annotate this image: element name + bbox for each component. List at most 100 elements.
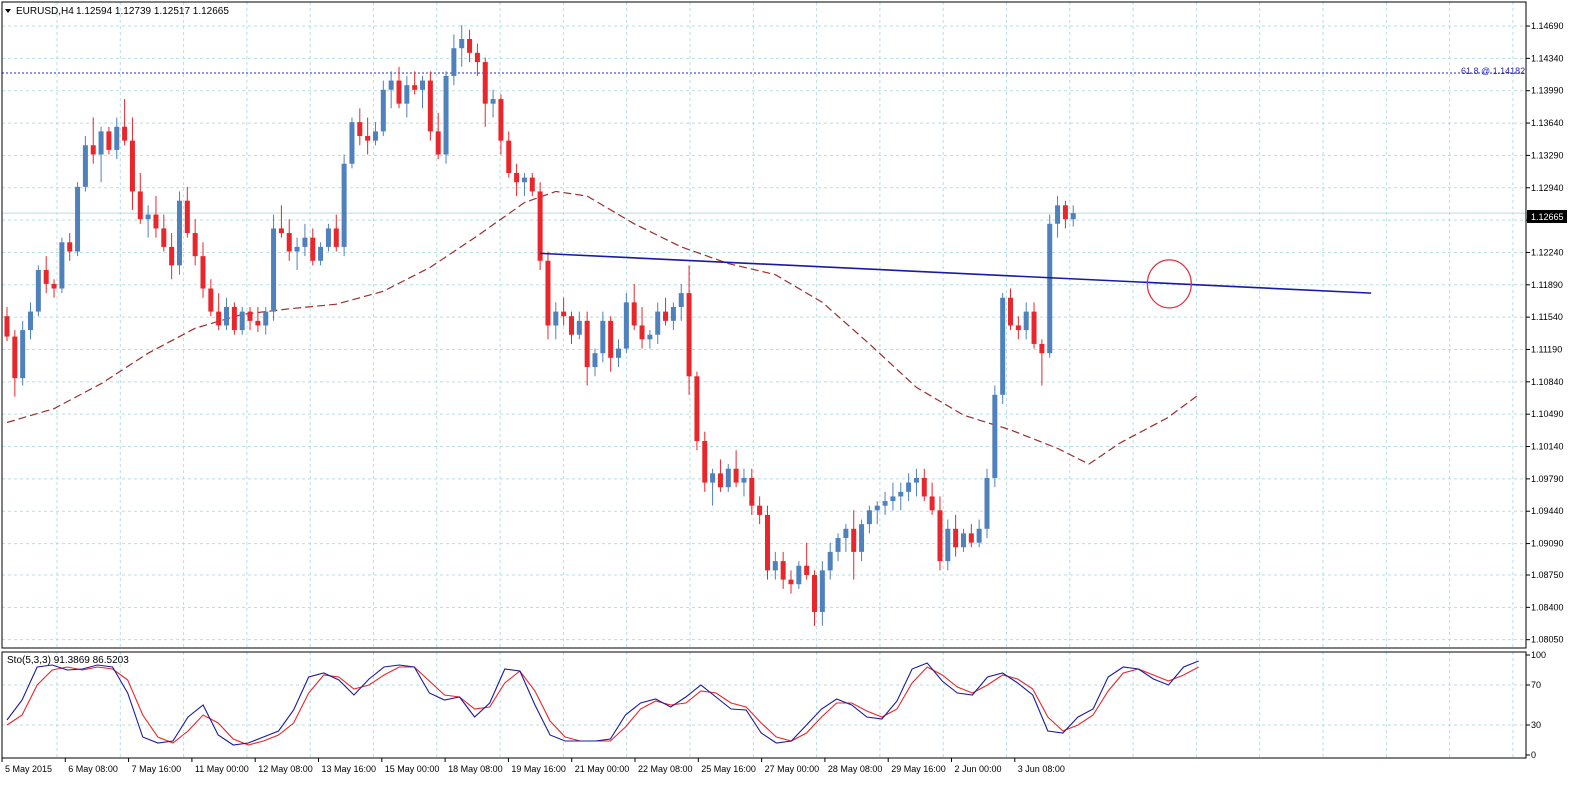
bullish-candle (623, 293, 629, 354)
candle-body (4, 316, 10, 337)
bullish-candle (678, 283, 684, 321)
bearish-candle (137, 172, 143, 224)
candle-body (521, 177, 527, 183)
bullish-candle (239, 306, 245, 335)
moving-average-path (6, 190, 1200, 465)
candle-body (271, 228, 277, 312)
candle-body (686, 293, 692, 377)
candle-body (380, 89, 386, 132)
bullish-candle (404, 75, 410, 118)
bearish-candle (255, 306, 261, 332)
time-tick-label: 22 May 08:00 (638, 764, 693, 774)
bearish-candle (780, 551, 786, 589)
bearish-candle (702, 431, 708, 492)
breakout-circle-annotation[interactable] (1146, 259, 1192, 309)
bullish-candle (459, 25, 465, 67)
price-tick-label: 1.09090 (1531, 539, 1564, 549)
candle-body (67, 242, 73, 252)
bearish-candle (153, 196, 159, 238)
candle-body (882, 501, 888, 506)
candle-body (623, 302, 629, 349)
bullish-candle (913, 468, 919, 497)
current-price-label: 1.12665 (1531, 212, 1564, 222)
candle-body (28, 311, 34, 331)
price-tick-label: 1.10490 (1531, 409, 1564, 419)
bearish-candle (435, 112, 441, 160)
candle-body (435, 131, 441, 155)
bullish-candle (1055, 196, 1061, 238)
candle-body (608, 320, 614, 358)
stoch-tick-label: 30 (1531, 720, 1541, 730)
bearish-candle (106, 126, 112, 155)
ohlc-label: 1.12594 1.12739 1.12517 1.12665 (76, 6, 229, 17)
bearish-candle (43, 256, 49, 294)
bearish-candle (467, 29, 473, 63)
price-tick-label: 1.10840 (1531, 377, 1564, 387)
candle-body (349, 122, 355, 164)
candle-body (443, 75, 449, 155)
bearish-candle (537, 182, 543, 271)
candle-body (764, 514, 770, 571)
bearish-candle (4, 306, 10, 342)
bearish-candle (953, 514, 959, 557)
dropdown-arrow-icon[interactable] (5, 9, 11, 13)
candle-body (788, 579, 794, 585)
candle-body (412, 85, 418, 90)
bullish-candle (98, 126, 104, 183)
bullish-candle (976, 519, 982, 548)
bearish-candle (639, 306, 645, 349)
bullish-candle (835, 533, 841, 562)
candle-body (263, 311, 269, 326)
bullish-candle (796, 561, 802, 589)
candle-body (843, 528, 849, 539)
time-tick-label: 11 May 00:00 (195, 764, 249, 774)
candle-body (655, 311, 661, 335)
bearish-candle (757, 496, 763, 525)
candle-body (474, 52, 480, 63)
price-tick-label: 1.11890 (1531, 280, 1563, 290)
bullish-candle (827, 542, 833, 580)
bearish-candle (216, 293, 222, 331)
candle-body (482, 62, 488, 104)
candle-body (1055, 205, 1061, 224)
candle-body (921, 477, 927, 497)
stochastic-oscillator (6, 660, 1199, 746)
bearish-candle (851, 510, 857, 580)
stochastic-axis: 100 70 30 0 (1526, 650, 1546, 760)
candle-body (427, 80, 433, 132)
candle-body (600, 320, 606, 354)
bullish-candle (75, 182, 81, 257)
bullish-candle (59, 237, 65, 294)
candle-body (216, 311, 222, 326)
candle-body (874, 505, 880, 511)
candle-body (835, 538, 841, 552)
bearish-candle (529, 172, 535, 197)
price-tick-label: 1.12240 (1531, 247, 1564, 257)
candle-body (929, 496, 935, 511)
price-tick-label: 1.14690 (1531, 21, 1564, 31)
trendline-neckline[interactable] (540, 252, 1372, 294)
bearish-candle (631, 283, 637, 331)
candle-body (960, 533, 966, 548)
candle-body (545, 260, 551, 326)
bullish-candle (224, 297, 230, 331)
candle-body (302, 237, 308, 247)
time-tick-label: 7 May 16:00 (132, 764, 182, 774)
bearish-candle (208, 279, 214, 317)
bullish-candle (1070, 205, 1076, 227)
time-tick-label: 2 Jun 00:00 (955, 764, 1002, 774)
bearish-candle (51, 279, 57, 298)
candle-body (694, 376, 700, 441)
candle-body (192, 233, 198, 257)
bearish-candle (365, 117, 371, 155)
stoch-tick-label: 70 (1531, 680, 1541, 690)
candlestick-series[interactable] (4, 25, 1076, 626)
candle-body (294, 246, 300, 252)
candle-body (827, 551, 833, 571)
candle-body (365, 136, 371, 141)
bearish-candle (122, 99, 128, 146)
bearish-candle (1008, 288, 1014, 331)
price-axis: 1.14690 1.14340 1.13990 1.13640 1.13290 1.129… (1526, 21, 1564, 645)
bearish-candle (968, 524, 974, 548)
